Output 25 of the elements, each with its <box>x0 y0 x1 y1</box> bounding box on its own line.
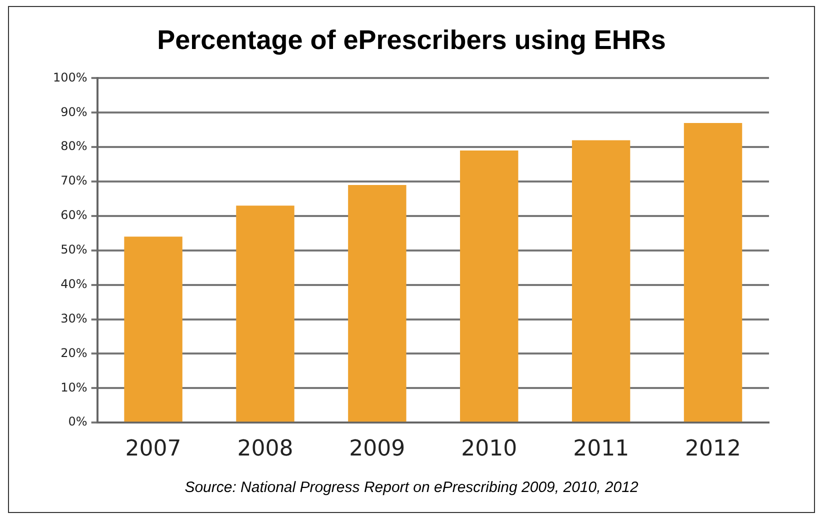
y-tick-label: 10% <box>60 380 88 394</box>
chart-title: Percentage of ePrescribers using EHRs <box>156 25 667 56</box>
y-tick-label: 80% <box>60 139 88 154</box>
x-tick-label: 2012 <box>685 436 742 462</box>
y-tick-label: 90% <box>60 104 88 119</box>
y-tick-label: 30% <box>60 311 88 326</box>
y-tick-label: 60% <box>60 208 88 222</box>
source-note: Source: National Progress Report on ePrescribing 2009, 2010, 2012 <box>184 479 640 496</box>
bar <box>572 140 630 422</box>
bar <box>124 236 182 422</box>
y-tick-label: 20% <box>60 346 88 360</box>
y-tick-label: 0% <box>68 414 88 429</box>
y-tick-label: 70% <box>60 174 88 188</box>
y-tick-label: 50% <box>60 242 88 257</box>
y-tick-label: 40% <box>60 276 88 291</box>
bar <box>684 122 742 422</box>
bar <box>236 206 294 422</box>
x-tick-label: 2008 <box>237 436 294 462</box>
x-tick-label: 2009 <box>349 436 406 462</box>
x-tick-label: 2011 <box>573 436 630 462</box>
x-tick-label: 2010 <box>461 436 518 462</box>
y-tick-label: 100% <box>52 70 88 84</box>
x-tick-label: 2007 <box>125 436 182 462</box>
bar <box>348 184 406 422</box>
bar <box>460 150 518 422</box>
